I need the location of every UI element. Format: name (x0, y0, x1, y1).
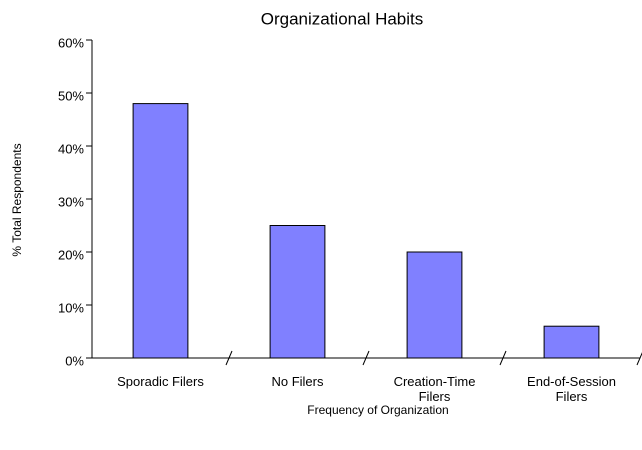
y-tick-label: 30% (58, 194, 84, 209)
bar (543, 325, 600, 359)
x-axis-label: Frequency of Organization (307, 403, 448, 417)
x-tick-label: Creation-Time Filers (393, 374, 476, 403)
bar (406, 251, 463, 359)
x-tick (636, 352, 642, 366)
x-tick (499, 350, 507, 366)
x-tick (362, 350, 370, 366)
chart-title: Organizational Habits (261, 9, 424, 28)
y-tick-label: 50% (58, 88, 84, 103)
x-tick-label: No Filers (271, 374, 324, 389)
x-tick (225, 350, 233, 366)
bar (132, 103, 189, 359)
y-axis-label: % Total Respondents (10, 143, 24, 256)
y-tick-label: 10% (58, 300, 84, 315)
x-tick-label: Sporadic Filers (117, 374, 204, 389)
y-tick-label: 0% (65, 353, 84, 368)
y-tick-label: 40% (58, 141, 84, 156)
bar (269, 225, 326, 359)
y-tick-label: 60% (58, 35, 84, 50)
y-tick-label: 20% (58, 247, 84, 262)
x-tick-label: End-of-Session Filers (527, 374, 616, 403)
